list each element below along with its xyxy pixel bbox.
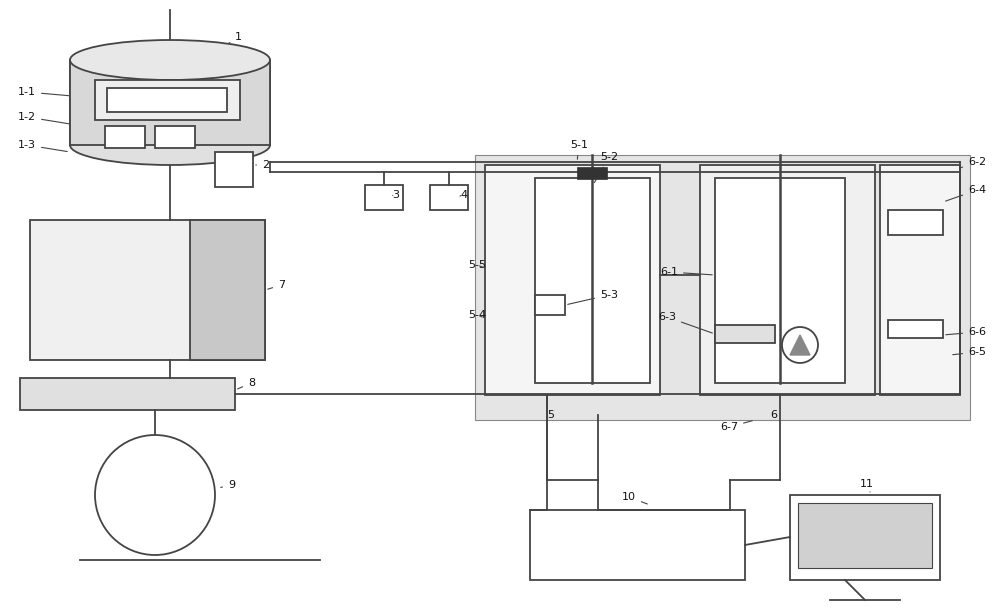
- Text: 1: 1: [197, 32, 242, 63]
- Bar: [535, 295, 565, 315]
- Text: 5-2: 5-2: [594, 152, 618, 182]
- Ellipse shape: [70, 40, 270, 80]
- Text: 5-4: 5-4: [468, 310, 486, 320]
- Bar: [715, 325, 775, 343]
- Text: 6-5: 6-5: [953, 347, 986, 357]
- Text: 9: 9: [221, 480, 235, 490]
- Bar: [888, 210, 943, 235]
- Text: 1-2: 1-2: [18, 112, 92, 127]
- Text: 5-3: 5-3: [568, 290, 618, 304]
- Text: 3: 3: [392, 190, 399, 200]
- Bar: [530, 510, 745, 580]
- Bar: [190, 220, 265, 360]
- Bar: [715, 178, 845, 383]
- Ellipse shape: [70, 125, 270, 165]
- Text: 5: 5: [547, 410, 554, 420]
- Text: 8: 8: [238, 378, 255, 389]
- Bar: [535, 178, 650, 383]
- Bar: [880, 165, 960, 395]
- Bar: [485, 165, 660, 395]
- Circle shape: [782, 327, 818, 363]
- Text: 1-3: 1-3: [18, 140, 67, 151]
- Bar: [700, 165, 875, 395]
- Polygon shape: [790, 335, 810, 355]
- Bar: [798, 503, 932, 568]
- Text: 2: 2: [256, 160, 269, 170]
- Bar: [365, 185, 403, 210]
- Text: 6-6: 6-6: [946, 327, 986, 337]
- Text: 1-1: 1-1: [18, 87, 92, 98]
- Text: 11: 11: [860, 479, 874, 492]
- Text: 6-1: 6-1: [660, 267, 712, 277]
- Text: 6: 6: [770, 410, 777, 420]
- Bar: [70, 60, 270, 145]
- Text: 6-4: 6-4: [946, 185, 986, 201]
- Bar: [430, 185, 468, 210]
- Bar: [105, 126, 145, 148]
- Bar: [888, 320, 943, 338]
- Text: 5-5: 5-5: [468, 260, 486, 270]
- Text: 5-1: 5-1: [570, 140, 588, 159]
- Circle shape: [95, 435, 215, 555]
- Text: 6-3: 6-3: [658, 312, 712, 333]
- Bar: [475, 155, 970, 420]
- Bar: [107, 88, 227, 112]
- Bar: [577, 167, 607, 179]
- Text: 6-2: 6-2: [960, 157, 986, 168]
- Text: 7: 7: [268, 280, 285, 290]
- Bar: [20, 378, 235, 410]
- Text: 6-7: 6-7: [720, 421, 752, 432]
- Text: 4: 4: [460, 190, 467, 200]
- Bar: [95, 80, 240, 120]
- Bar: [155, 126, 195, 148]
- Bar: [215, 152, 253, 187]
- Bar: [30, 220, 265, 360]
- Text: 10: 10: [622, 492, 647, 504]
- Bar: [790, 495, 940, 580]
